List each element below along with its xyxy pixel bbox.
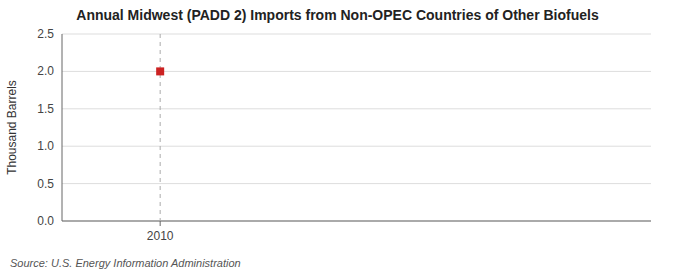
y-tick-label: 0.5 <box>37 177 54 191</box>
source-note: Source: U.S. Energy Information Administ… <box>10 257 241 269</box>
y-tick-label: 2.5 <box>37 27 54 41</box>
grid-line <box>62 34 651 35</box>
reference-line <box>160 34 161 221</box>
grid-line <box>62 71 651 72</box>
y-tick-label: 0.0 <box>37 214 54 228</box>
x-tick <box>160 221 161 226</box>
plot-area <box>156 34 164 221</box>
axes: 0.0 0.5 1.0 1.5 2.0 2.5 2010 <box>37 27 651 243</box>
grid <box>62 34 651 221</box>
grid-line <box>62 183 651 184</box>
chart-container: Annual Midwest (PADD 2) Imports from Non… <box>0 0 675 275</box>
title: Annual Midwest (PADD 2) Imports from Non… <box>76 7 599 23</box>
x-axis-line <box>62 221 651 222</box>
data-point <box>156 67 164 75</box>
grid-line <box>62 146 651 147</box>
x-tick-label: 2010 <box>147 229 174 243</box>
chart: Annual Midwest (PADD 2) Imports from Non… <box>0 0 675 275</box>
y-tick-label: 2.0 <box>37 64 54 78</box>
grid-line <box>62 108 651 109</box>
y-tick-label: 1.0 <box>37 139 54 153</box>
y-axis-label: Thousand Barrels <box>5 80 19 175</box>
y-tick-label: 1.5 <box>37 102 54 116</box>
y-axis-line <box>62 34 63 221</box>
grid-line <box>62 221 651 222</box>
